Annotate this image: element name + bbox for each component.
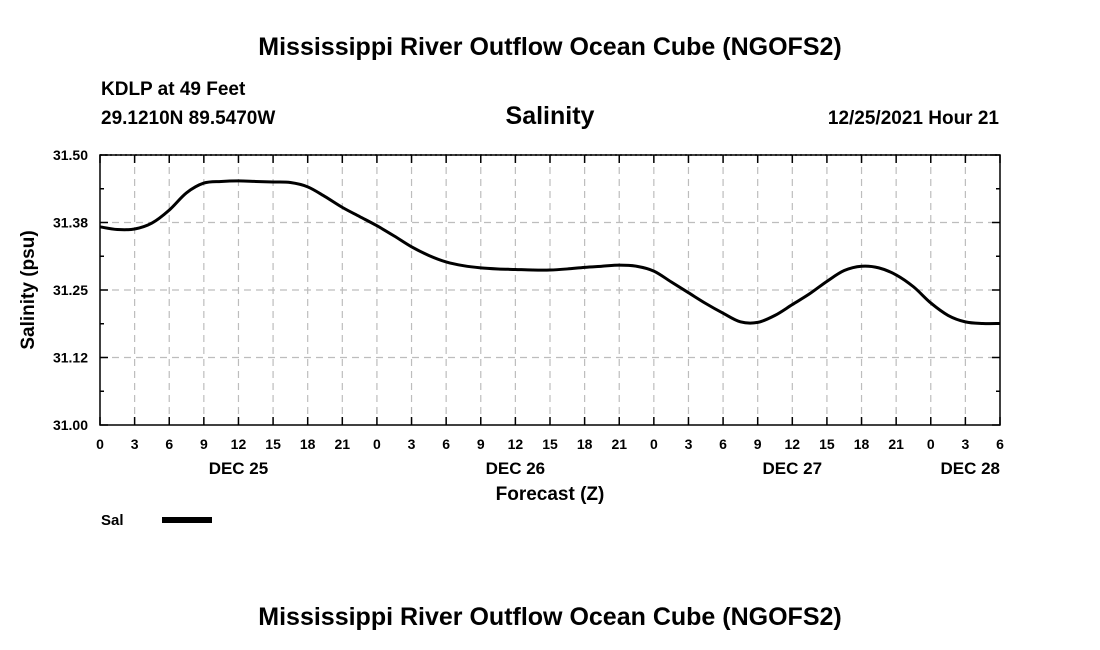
y-tick-label: 31.38 (53, 215, 88, 231)
x-tick-label: 3 (408, 436, 416, 452)
y-axis-title: Salinity (psu) (18, 230, 39, 349)
x-tick-label: 18 (854, 436, 870, 452)
x-tick-label: 0 (927, 436, 935, 452)
y-tick-label: 31.50 (53, 147, 88, 163)
station-coords: 29.1210N 89.5470W (101, 108, 275, 129)
x-tick-label: 15 (542, 436, 558, 452)
x-tick-label: 6 (442, 436, 450, 452)
y-tick-label: 31.12 (53, 350, 88, 366)
y-tick-labels: 31.00 31.12 31.25 31.38 31.50 (53, 147, 88, 433)
day-label: DEC 25 (209, 459, 269, 478)
x-tick-label: 6 (165, 436, 173, 452)
x-tick-label: 12 (508, 436, 524, 452)
x-tick-label: 9 (200, 436, 208, 452)
y-tick-label: 31.00 (53, 417, 88, 433)
forecast-datetime: 12/25/2021 Hour 21 (828, 108, 1000, 129)
x-tick-label: 12 (785, 436, 801, 452)
x-axis-title: Forecast (Z) (496, 484, 605, 505)
x-tick-labels: 0 3 6 9 12 15 18 21 0 3 6 9 12 15 18 21 0 3 6 9 12 15 18 21 0 3 6 (96, 436, 1004, 452)
x-tick-label: 21 (611, 436, 627, 452)
x-tick-label: 6 (996, 436, 1004, 452)
x-tick-label: 3 (685, 436, 693, 452)
x-tick-label: 3 (131, 436, 139, 452)
x-tick-label: 21 (888, 436, 904, 452)
x-tick-label: 18 (300, 436, 316, 452)
x-tick-label: 15 (819, 436, 835, 452)
x-tick-label: 18 (577, 436, 593, 452)
x-tick-label: 9 (477, 436, 485, 452)
x-tick-label: 21 (335, 436, 351, 452)
chart-main-title: Mississippi River Outflow Ocean Cube (NG… (258, 33, 841, 61)
x-tick-label: 9 (754, 436, 762, 452)
x-tick-label: 0 (650, 436, 658, 452)
series-line-sal (99, 179, 1001, 326)
x-tick-label: 6 (719, 436, 727, 452)
legend-label: Sal (101, 512, 124, 529)
x-tick-label: 0 (373, 436, 381, 452)
y-tick-label: 31.25 (53, 282, 88, 298)
day-label: DEC 28 (940, 459, 1000, 478)
chart-subtitle: Salinity (506, 102, 595, 130)
grid-lines (100, 155, 1000, 425)
day-label: DEC 26 (486, 459, 546, 478)
x-tick-label: 0 (96, 436, 104, 452)
legend: Sal (101, 512, 212, 529)
station-label: KDLP at 49 Feet (101, 79, 246, 100)
series-group (99, 179, 1001, 326)
x-tick-label: 3 (961, 436, 969, 452)
day-labels: DEC 25 DEC 26 DEC 27 DEC 28 (209, 459, 1000, 478)
chart-bottom-title: Mississippi River Outflow Ocean Cube (NG… (258, 603, 841, 631)
x-tick-label: 12 (231, 436, 247, 452)
day-label: DEC 27 (763, 459, 823, 478)
plot-frame (99, 154, 1001, 426)
x-tick-label: 15 (265, 436, 281, 452)
